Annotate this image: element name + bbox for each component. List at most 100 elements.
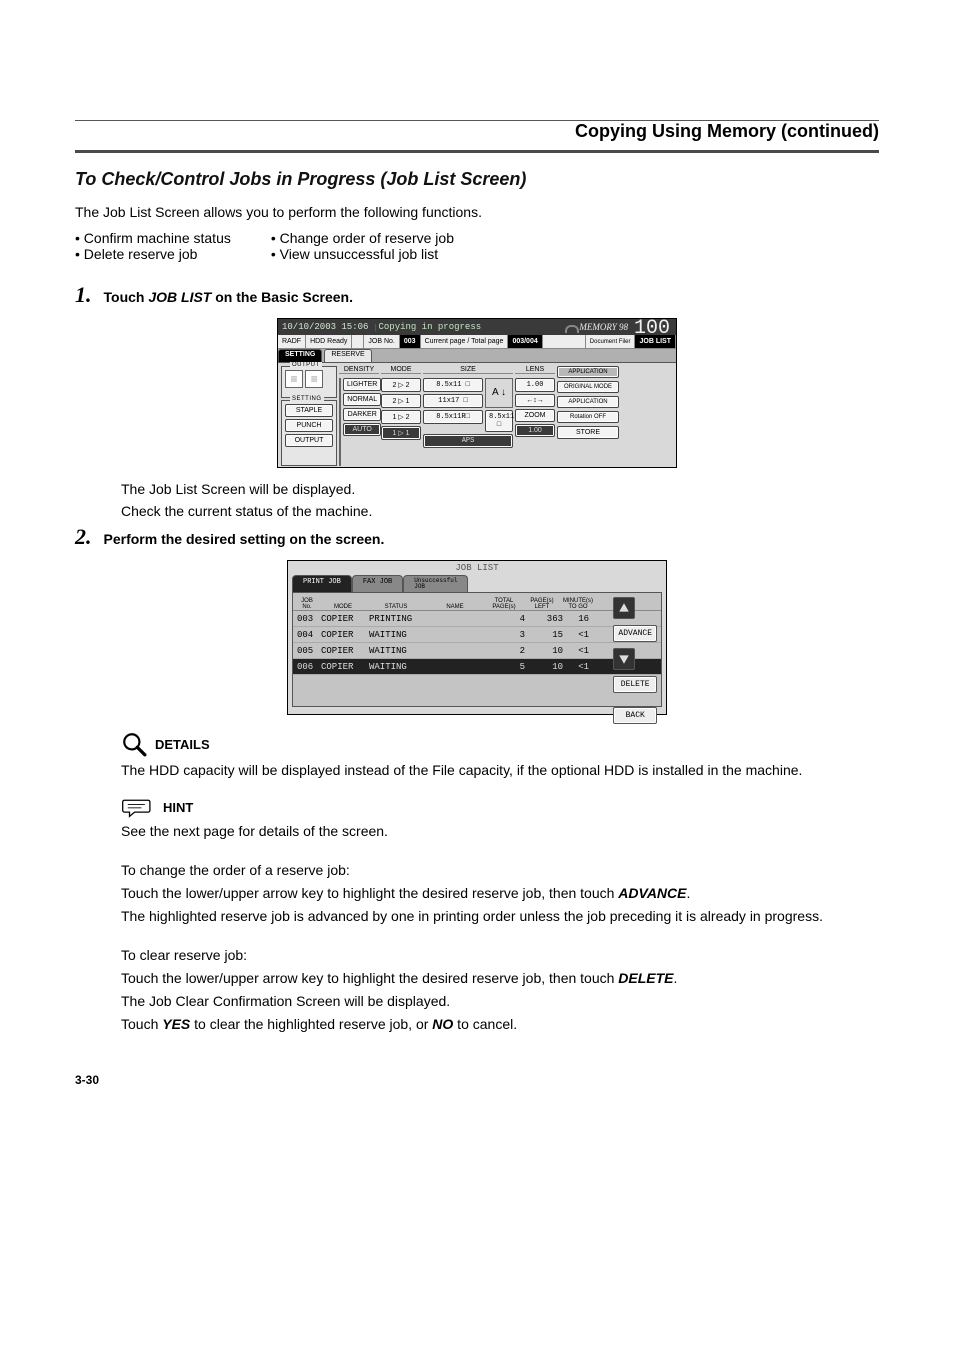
application-top-button[interactable]: APPLICATION (557, 366, 619, 378)
arrow-up-button[interactable] (613, 597, 635, 619)
para-frag: to cancel. (453, 1016, 517, 1032)
step-2: 2. Perform the desired setting on the sc… (75, 524, 879, 550)
hdr-min: MINUTE(s) TO GO (561, 598, 595, 610)
bs-status-row: RADF HDD Ready JOB No. 003 Current page … (278, 335, 676, 349)
back-button[interactable]: BACK (613, 707, 657, 724)
mode-button[interactable]: 2 ▷ 1 (381, 394, 421, 408)
store-button[interactable]: STORE (557, 426, 619, 439)
aps-button[interactable]: APS (423, 434, 513, 448)
cell-min: <1 (563, 630, 589, 640)
arrow-down-icon (618, 653, 630, 665)
cell-left: 10 (525, 662, 563, 672)
size-button[interactable]: 8.5x11 □ (485, 410, 513, 432)
tab-setting[interactable]: SETTING (278, 349, 322, 362)
hint-callout: HINT (121, 796, 879, 818)
tab-reserve[interactable]: RESERVE (324, 349, 371, 362)
advance-button[interactable]: ADVANCE (613, 625, 657, 642)
punch-button[interactable]: PUNCH (285, 419, 333, 432)
status-jobno-label: JOB No. (364, 335, 399, 348)
tab-print-job[interactable]: PRINT JOB (292, 575, 352, 592)
mode-button[interactable]: 1 ▷ 2 (381, 410, 421, 424)
cell-status: PRINTING (369, 614, 427, 624)
cell-min: 16 (563, 614, 589, 624)
size-button[interactable]: 11x17 □ (423, 394, 483, 408)
status-hdd: HDD Ready (306, 335, 352, 348)
after-step1-a: The Job List Screen will be displayed. (121, 480, 879, 498)
para-frag: . (674, 970, 678, 986)
para-clear-yesno: Touch YES to clear the highlighted reser… (121, 1015, 879, 1034)
arrow-up-icon (618, 602, 630, 614)
mode-label: MODE (381, 366, 421, 374)
para-clear-body: Touch the lower/upper arrow key to highl… (121, 969, 879, 988)
cell-mode: COPIER (321, 614, 369, 624)
size-preview-icon: A ↓ (485, 378, 513, 408)
cell-left: 363 (525, 614, 563, 624)
document-filer-button[interactable]: Document Filer (586, 335, 636, 348)
size-button[interactable]: 8.5x11 □ (423, 378, 483, 392)
normal-button[interactable]: NORMAL (343, 393, 381, 406)
size-label: SIZE (423, 366, 513, 374)
details-callout: DETAILS (121, 731, 879, 757)
output-thumb-icon[interactable] (285, 370, 303, 388)
jl-body: JOB No. MODE STATUS NAME TOTAL PAGE(s) P… (292, 592, 662, 707)
table-row[interactable]: 003 COPIER PRINTING 4 363 16 (293, 611, 661, 627)
table-row[interactable]: 004 COPIER WAITING 3 15 <1 (293, 627, 661, 643)
job-list-button[interactable]: JOB LIST (635, 335, 676, 348)
setting-label: SETTING (290, 396, 324, 402)
hint-icon (121, 796, 155, 818)
output-label: OUTPUT (290, 362, 322, 368)
step1-a: Touch (104, 289, 149, 305)
bullet-columns: Confirm machine status Delete reserve jo… (75, 230, 879, 262)
cell-no: 004 (297, 630, 321, 640)
cell-min: <1 (563, 662, 589, 672)
rotation-button[interactable]: Rotation OFF (557, 411, 619, 423)
para-frag: Touch the lower/upper arrow key to highl… (121, 970, 618, 986)
cell-status: WAITING (369, 646, 427, 656)
bullet-item: Change order of reserve job (271, 230, 454, 246)
darker-button[interactable]: DARKER (343, 408, 381, 421)
auto-button[interactable]: AUTO (343, 423, 381, 436)
mode-button[interactable]: 2 ▷ 2 (381, 378, 421, 392)
advance-keyword: ADVANCE (618, 885, 686, 901)
hdr-mode: MODE (319, 604, 367, 610)
table-row-selected[interactable]: 006 COPIER WAITING 5 10 <1 (293, 659, 661, 675)
arrow-down-button[interactable] (613, 648, 635, 670)
bs-status-message: Copying in progress (379, 322, 482, 332)
job-list-figure: JOB LIST PRINT JOB FAX JOB Unsuccessful … (287, 560, 667, 715)
cell-left: 15 (525, 630, 563, 640)
step-1: 1. Touch JOB LIST on the Basic Screen. (75, 282, 879, 308)
hdr-no: JOB No. (295, 598, 319, 610)
one-button[interactable]: 1.00 (515, 424, 555, 437)
tab-fax-job[interactable]: FAX JOB (352, 575, 403, 592)
density-scale-icon (339, 378, 341, 466)
original-mode-button[interactable]: ORIGINAL MODE (557, 381, 619, 393)
cell-total: 5 (487, 662, 525, 672)
jl-rows: 003 COPIER PRINTING 4 363 16 004 COPIER … (293, 611, 661, 675)
hdr-total: TOTAL PAGE(s) (485, 598, 523, 610)
output-thumb-icon[interactable] (305, 370, 323, 388)
bullet-item: Confirm machine status (75, 230, 231, 246)
step1-c: on the Basic Screen. (211, 289, 353, 305)
delete-button[interactable]: DELETE (613, 676, 657, 693)
bullets-right: Change order of reserve job View unsucce… (271, 230, 454, 262)
basic-screen-figure: 10/10/2003 15:06 | Copying in progress M… (277, 318, 677, 468)
jl-tabs: PRINT JOB FAX JOB Unsuccessful JOB (292, 575, 662, 592)
bs-topbar: 10/10/2003 15:06 | Copying in progress M… (278, 319, 676, 335)
hdr-left: PAGE(s) LEFT (523, 598, 561, 610)
para-order-heading: To change the order of a reserve job: (121, 861, 879, 880)
intro-text: The Job List Screen allows you to perfor… (75, 204, 879, 220)
lens-arrows-button[interactable]: ←↕→ (515, 394, 555, 407)
zoom-button[interactable]: ZOOM (515, 409, 555, 422)
table-row[interactable]: 005 COPIER WAITING 2 10 <1 (293, 643, 661, 659)
output-button[interactable]: OUTPUT (285, 434, 333, 447)
mode-button[interactable]: 1 ▷ 1 (381, 426, 421, 440)
size-button[interactable]: 8.5x11R□ (423, 410, 483, 424)
staple-button[interactable]: STAPLE (285, 404, 333, 417)
bullets-left: Confirm machine status Delete reserve jo… (75, 230, 231, 262)
application-button[interactable]: APPLICATION (557, 396, 619, 408)
step-1-text: Touch JOB LIST on the Basic Screen. (104, 289, 353, 305)
lighter-button[interactable]: LIGHTER (343, 378, 381, 391)
output-group: OUTPUT (281, 366, 337, 398)
tab-unsuccessful-job[interactable]: Unsuccessful JOB (403, 575, 468, 592)
cell-total: 2 (487, 646, 525, 656)
